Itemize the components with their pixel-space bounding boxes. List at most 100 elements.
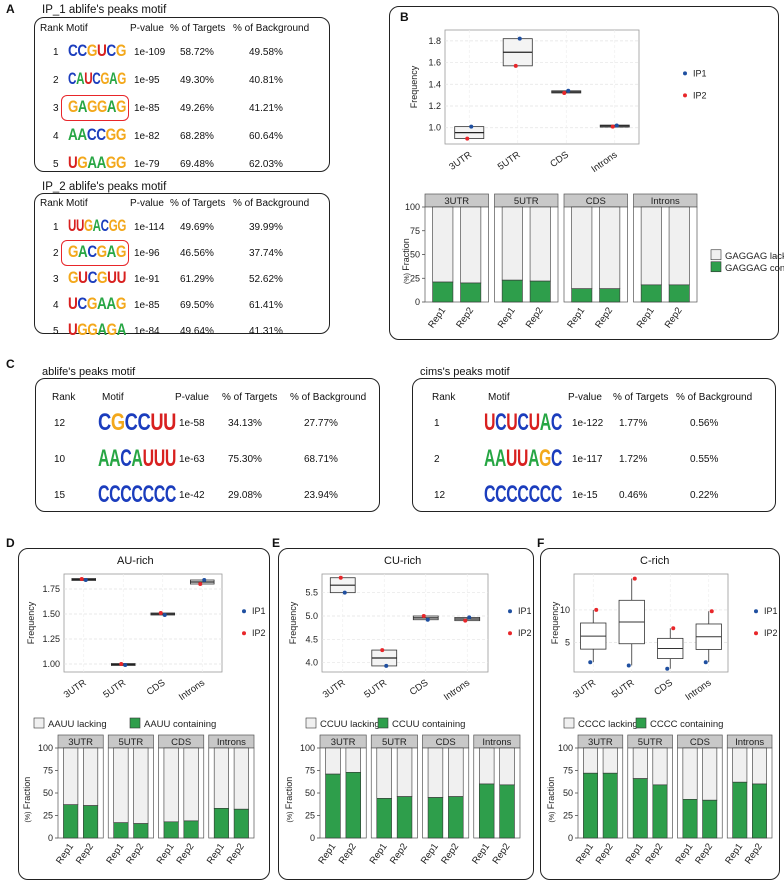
- bar-containing: [479, 783, 495, 839]
- x-tick-label: Rep2: [524, 305, 546, 330]
- ip1_table-pvalue: 1e-85: [134, 103, 160, 114]
- ip1_table-targets: 58.72%: [180, 47, 214, 58]
- c-ablife-table: [35, 378, 380, 512]
- c_ablife-motif-logo: CCCCCCC: [98, 481, 176, 508]
- legend-label: GAGGAG containing: [725, 263, 784, 274]
- c_ablife-background: 23.94%: [304, 490, 338, 501]
- bar-lacking: [652, 747, 668, 786]
- bar-lacking: [432, 206, 454, 283]
- ip2-point: [158, 611, 163, 615]
- bar-containing: [396, 796, 413, 839]
- containing-legend-swatch: [129, 717, 141, 729]
- bar-containing: [113, 822, 129, 839]
- y-tick-label: 1.4: [428, 79, 441, 89]
- bar-containing: [602, 772, 618, 839]
- bar-lacking: [702, 747, 718, 801]
- x-tick-label: Rep1: [565, 305, 587, 330]
- c_ablife-header: P-value: [175, 392, 209, 403]
- ip1_table-background: 41.21%: [249, 103, 283, 114]
- ip1_table-rank: 2: [53, 75, 59, 86]
- y-axis-label: Frequency: [409, 65, 419, 108]
- ip1_table-background: 49.58%: [249, 47, 283, 58]
- ip2_table-pvalue: 1e-85: [134, 300, 160, 311]
- y-tick-label: 100: [405, 202, 420, 212]
- ip2-legend-marker: [508, 631, 512, 636]
- ip2-point: [709, 609, 714, 614]
- panel-label-c: C: [6, 357, 15, 371]
- ip2-legend-marker: [242, 631, 246, 636]
- facet-label: 5UTR: [118, 737, 143, 748]
- c_cims-rank: 1: [434, 418, 440, 429]
- facet-label: 3UTR: [444, 196, 469, 207]
- x-tick-label: Rep2: [74, 841, 96, 866]
- x-tick-label: Rep1: [496, 305, 518, 330]
- bar-containing: [233, 808, 249, 839]
- x-tick-label: Rep1: [426, 305, 448, 330]
- ip1_table-pvalue: 1e-82: [134, 131, 160, 142]
- y-tick-label: 5: [565, 638, 570, 648]
- x-tick-label: Rep2: [594, 841, 616, 866]
- ip1_table-header: Rank: [40, 23, 64, 34]
- y-axis-label: Fraction: [284, 777, 294, 810]
- bar-lacking: [113, 747, 129, 823]
- y-tick-label: 25: [410, 273, 420, 283]
- motif-highlight: [61, 240, 129, 266]
- lacking-legend-swatch: [563, 717, 575, 729]
- bar-lacking: [682, 747, 698, 800]
- ip1-point: [588, 660, 593, 665]
- ip1_table-pvalue: 1e-95: [134, 75, 160, 86]
- ip2_table-header: % of Background: [233, 198, 310, 209]
- bar-containing: [752, 783, 767, 839]
- ip2-point: [465, 136, 470, 141]
- bar-lacking: [501, 206, 523, 281]
- bar-lacking: [376, 747, 392, 799]
- d-title: AU-rich: [117, 555, 154, 567]
- legend-label: AAUU lacking: [48, 719, 107, 730]
- legend-label: IP1: [252, 606, 266, 616]
- ip2_table-background: 52.62%: [249, 274, 283, 285]
- c_cims-pvalue: 1e-122: [572, 418, 604, 429]
- x-tick-label: Rep2: [593, 305, 615, 330]
- c_cims-targets: 1.77%: [619, 418, 648, 429]
- ip2_table-motif-logo: GUCGUU: [68, 268, 126, 287]
- c_cims-pvalue: 1e-117: [572, 454, 603, 465]
- c_ablife-header: % of Background: [290, 392, 367, 403]
- c_cims-motif-logo: AAUUAGC: [484, 445, 562, 472]
- ip2-point: [380, 648, 385, 653]
- y-tick-label: 50: [410, 250, 420, 260]
- bar-containing: [183, 820, 199, 839]
- y-axis-unit: (%): [404, 273, 411, 284]
- x-tick-label: Rep2: [693, 841, 715, 866]
- c_ablife-background: 68.71%: [304, 454, 338, 465]
- lacking-legend-swatch: [33, 717, 45, 729]
- ip1_table-rank: 4: [53, 131, 59, 142]
- bar-lacking: [571, 206, 593, 289]
- containing-legend-swatch: [377, 717, 389, 729]
- y-tick-label: 0: [568, 833, 573, 843]
- ip2-legend-marker: [683, 93, 687, 98]
- y-tick-label: 100: [300, 743, 315, 753]
- lacking-legend-swatch: [305, 717, 317, 729]
- containing-legend-swatch: [710, 261, 722, 273]
- x-tick-label: Rep1: [155, 841, 177, 866]
- ip1-point: [83, 578, 88, 582]
- bar-lacking: [63, 747, 79, 806]
- c_cims-pvalue: 1e-15: [572, 490, 598, 501]
- legend-label: IP2: [518, 628, 532, 638]
- c_cims-rank: 2: [434, 454, 440, 465]
- bar-containing: [325, 773, 341, 839]
- y-tick-label: 4.0: [305, 658, 318, 668]
- c_ablife-rank: 15: [54, 490, 66, 501]
- panel-label-f: F: [537, 536, 545, 550]
- bar-containing: [652, 784, 668, 839]
- bar-containing: [499, 784, 515, 839]
- chart-d-frequency: 1.00 1.25 1.50 1.75 3UTR 5UTR CDS Introns IP1 IP2…: [26, 573, 266, 703]
- bar-lacking: [133, 747, 149, 824]
- ip2-point: [610, 124, 615, 129]
- chart-b-fraction: 0 25 50 75 100 3UTR Rep1 Rep2 5UTR Rep1 Rep2 CDS Rep…: [401, 193, 784, 330]
- bar-lacking: [345, 747, 362, 773]
- ip2_table-targets: 49.64%: [180, 326, 214, 337]
- ip2_table-motif-logo: UUGACGG: [68, 216, 126, 235]
- bar-lacking: [213, 747, 229, 809]
